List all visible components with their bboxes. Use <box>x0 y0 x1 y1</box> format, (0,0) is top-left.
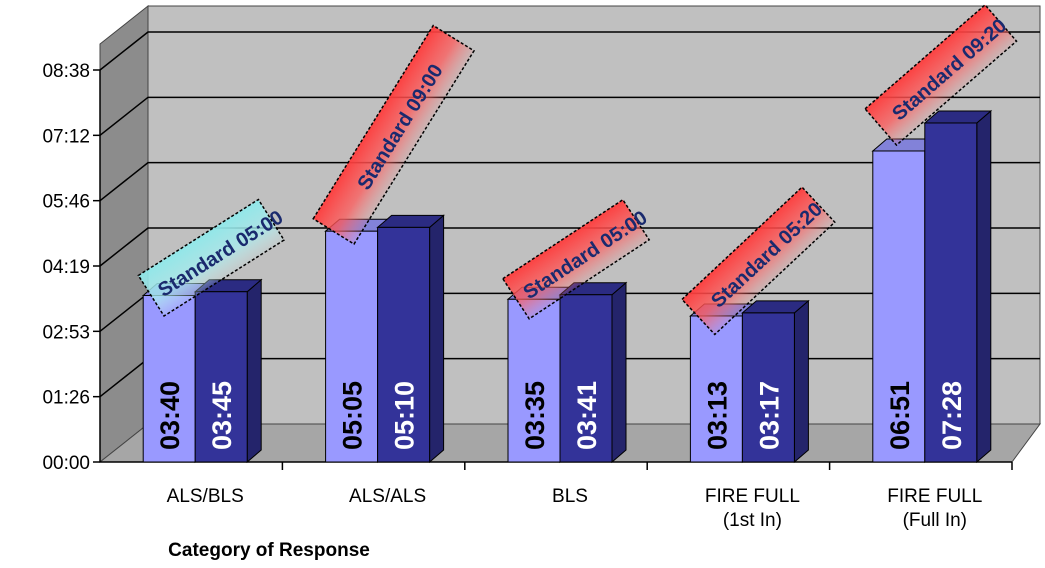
standard-banner-box <box>137 198 286 318</box>
grid-line <box>99 96 1040 136</box>
standard-banner-box <box>501 198 651 320</box>
bar-value-label: 03:13 <box>702 381 732 450</box>
bar-value-label: 05:05 <box>338 381 368 450</box>
x-tick-label: ALS/ALS <box>349 486 426 507</box>
standard-banner-box <box>864 3 1018 147</box>
y-tick-label: 08:38 <box>42 61 90 82</box>
x-axis-title: Category of Response <box>168 540 370 561</box>
bar-value-label: 03:35 <box>520 381 550 450</box>
x-tick-label: (Full In) <box>903 510 967 531</box>
x-tick-label: BLS <box>552 486 588 507</box>
x-tick-label: ALS/BLS <box>167 486 244 507</box>
bar-value-label: 03:40 <box>155 381 185 450</box>
x-tick-label: FIRE FULL <box>705 486 800 507</box>
bar-value-label: 07:28 <box>937 381 967 450</box>
grid-line <box>99 161 1040 202</box>
grid-line <box>99 227 1040 267</box>
bar-value-label: 03:45 <box>207 381 237 450</box>
bar-value-label: 06:51 <box>885 381 915 450</box>
bar <box>142 295 196 463</box>
bar <box>507 298 561 463</box>
bar-side <box>611 281 627 464</box>
bar <box>377 226 431 463</box>
standard-banner-box <box>312 24 476 246</box>
y-tick-label: 02:53 <box>42 322 90 343</box>
y-tick-label: 04:19 <box>42 257 90 278</box>
y-tick-label: 05:46 <box>42 192 90 213</box>
y-tick-label: 01:26 <box>42 388 90 409</box>
bar <box>872 150 926 463</box>
standard-banner-box <box>680 186 836 336</box>
bar <box>194 291 248 463</box>
grid-line <box>99 31 1040 71</box>
bar-value-label: 03:41 <box>572 381 602 450</box>
bar-side <box>429 214 445 464</box>
bar <box>741 312 795 463</box>
bar-side <box>976 109 992 464</box>
bar <box>924 122 978 463</box>
bar <box>689 315 743 463</box>
bar-side <box>246 278 262 464</box>
category-labels: ALS/BLS ALS/ALS BLS FIRE FULL (1st In) FIRE F… <box>167 486 983 531</box>
x-tick-label: (1st In) <box>723 510 782 531</box>
bar <box>325 230 379 463</box>
bar-side <box>793 299 809 464</box>
y-tick-label: 00:00 <box>42 453 90 474</box>
bar <box>559 294 613 463</box>
bar-value-label: 05:10 <box>390 381 420 450</box>
x-tick-label: FIRE FULL <box>887 486 982 507</box>
axes: 00:00 01:26 02:53 04:19 05:46 07:12 08:38 <box>42 61 1013 474</box>
bar-value-label: 03:17 <box>754 381 784 450</box>
y-tick-label: 07:12 <box>42 126 90 147</box>
